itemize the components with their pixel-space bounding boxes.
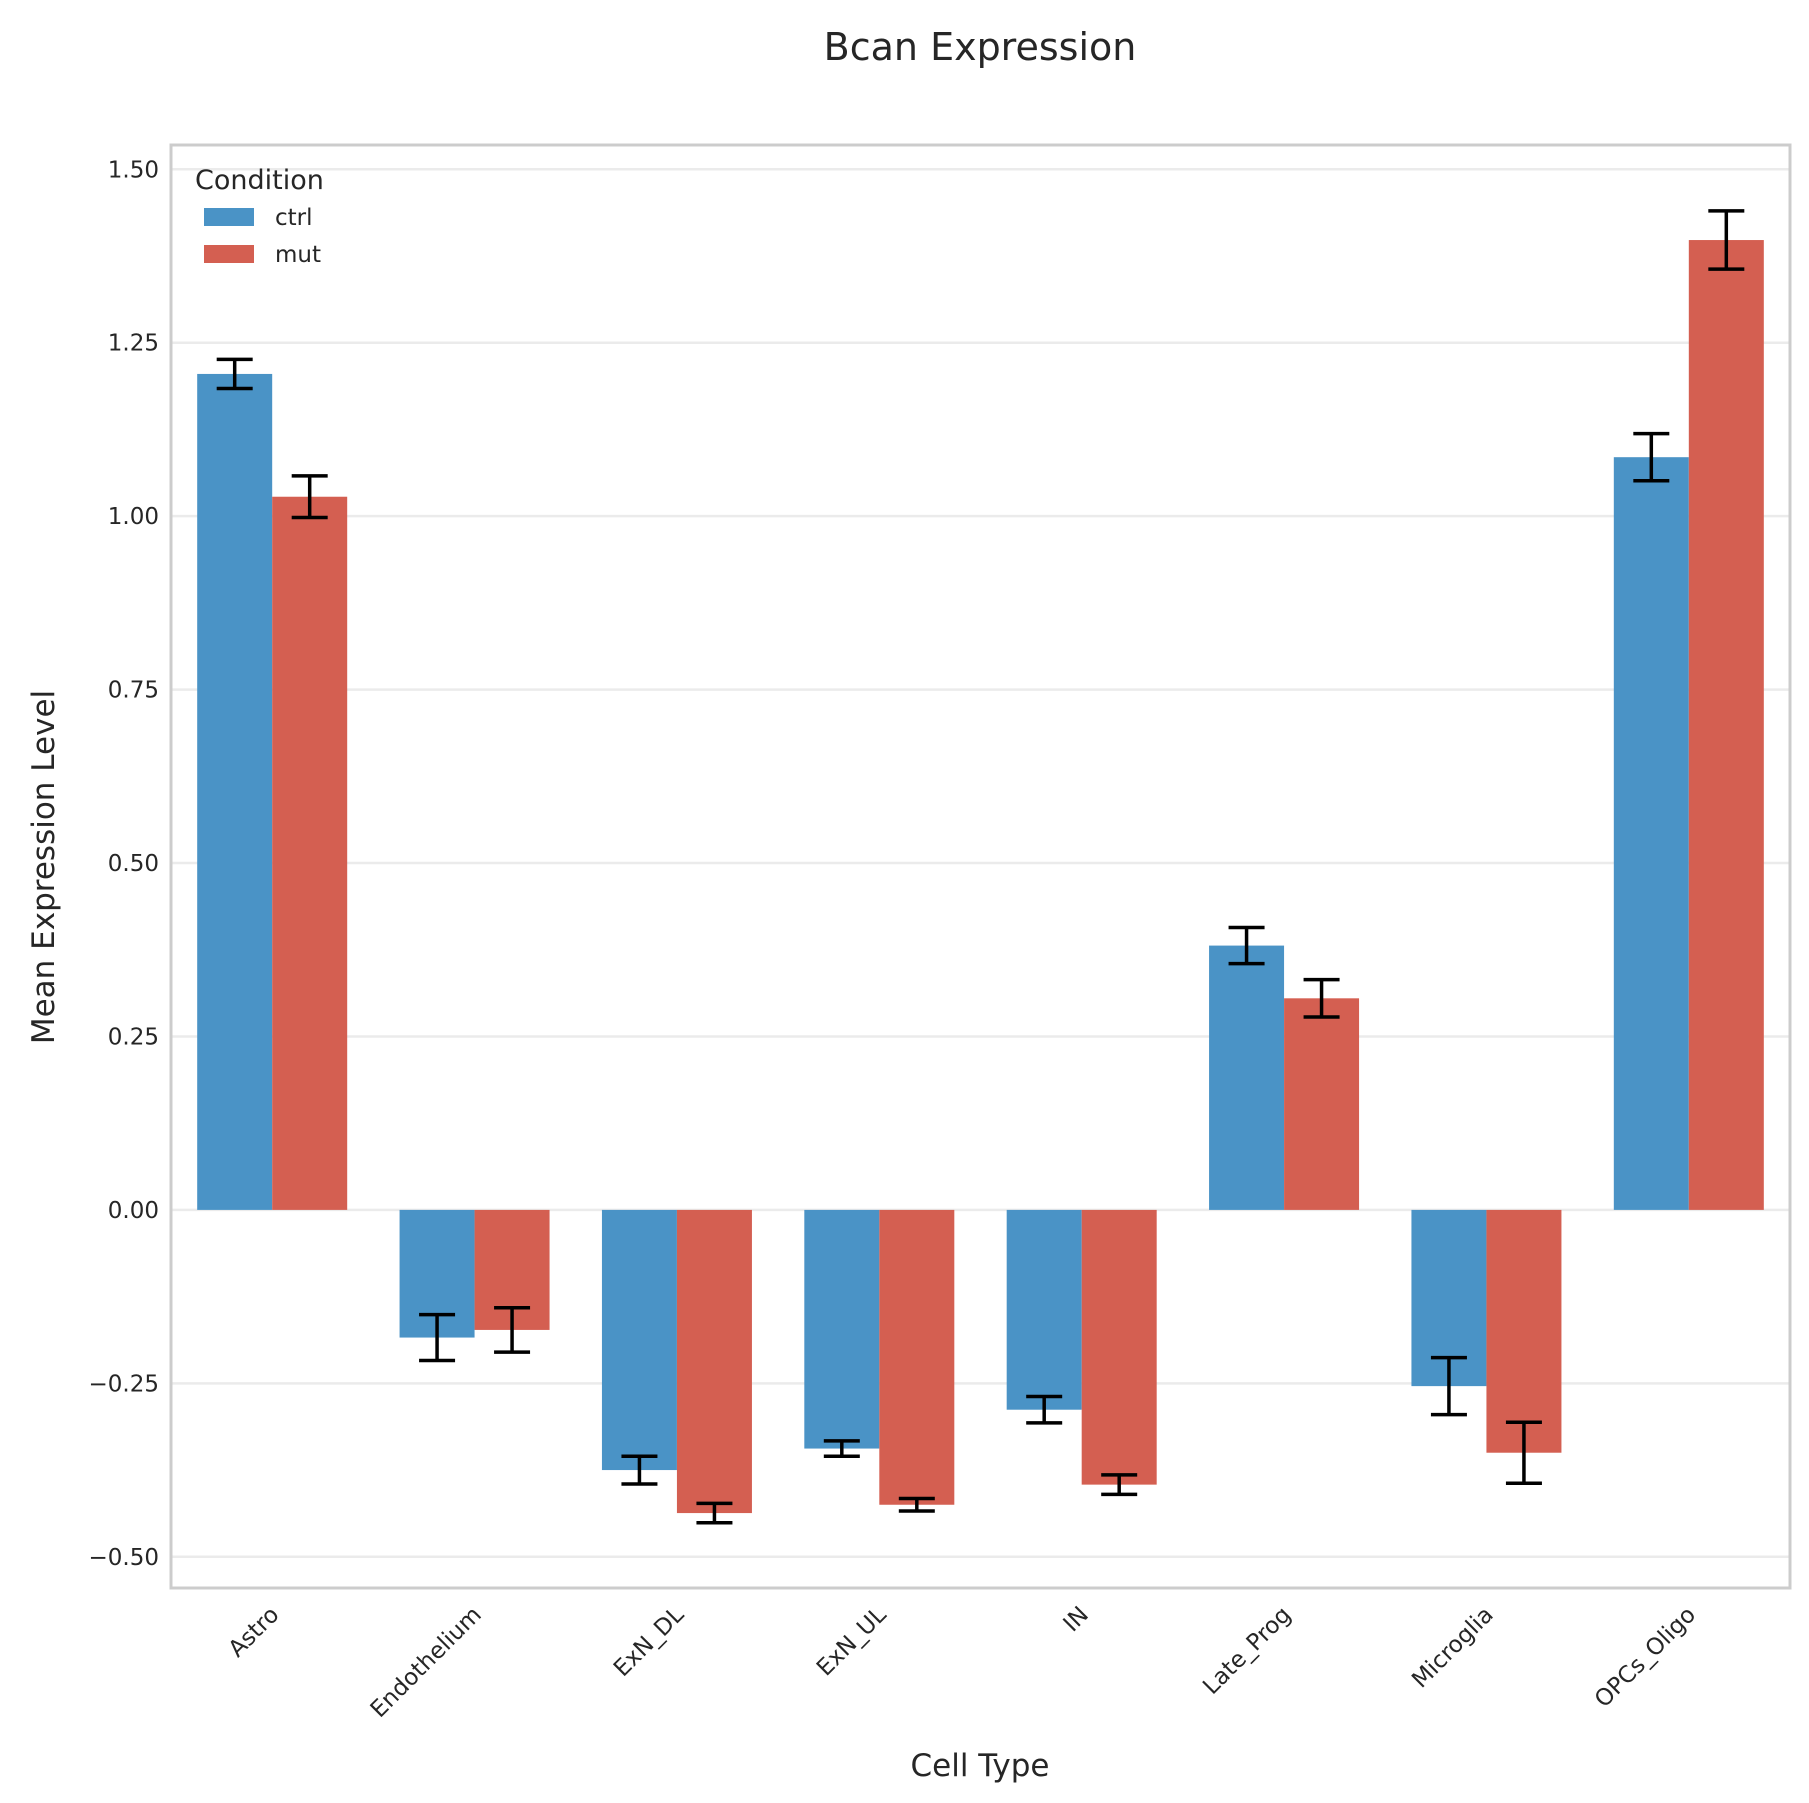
bar-ctrl-OPCs_Oligo	[1613, 457, 1689, 1210]
error-bar	[1101, 1473, 1138, 1497]
error-bar	[823, 1439, 860, 1458]
bar-mut-Astro	[272, 496, 348, 1210]
bar-ctrl-ExN_UL	[804, 1209, 880, 1449]
bar-mut-Late_Prog	[1284, 998, 1360, 1210]
y-tick-label: 1.50	[108, 157, 159, 183]
legend-label-mut: mut	[275, 242, 321, 268]
error-bar	[621, 1454, 658, 1486]
error-bars	[216, 209, 1745, 1525]
error-bar	[696, 1501, 733, 1525]
x-tick-label: ExN_DL	[609, 1602, 689, 1682]
error-bar	[1505, 1420, 1542, 1485]
y-tick-label: −0.25	[89, 1371, 159, 1397]
error-bar	[216, 357, 253, 391]
bar-ctrl-Astro	[197, 373, 273, 1210]
y-tick-label: 0.50	[108, 851, 159, 877]
plot-frame	[169, 143, 1792, 1590]
chart-title: Bcan Expression	[824, 25, 1137, 69]
error-bar	[1633, 431, 1670, 483]
error-bar	[291, 474, 328, 520]
bar-mut-IN	[1081, 1209, 1157, 1485]
error-bar	[1708, 209, 1745, 271]
error-bar	[494, 1305, 531, 1354]
x-tick-label: IN	[1059, 1602, 1094, 1637]
error-bar	[1026, 1394, 1063, 1425]
x-tick-label: Astro	[224, 1602, 285, 1663]
bar-mut-OPCs_Oligo	[1688, 240, 1764, 1210]
bar-ctrl-IN	[1006, 1209, 1082, 1410]
x-tick-label: OPCs_Oligo	[1590, 1602, 1701, 1713]
bar-ctrl-ExN_DL	[601, 1209, 677, 1471]
x-tick-label: Late_Prog	[1198, 1602, 1296, 1700]
x-tick-label: Endothelium	[366, 1602, 487, 1723]
legend-label-ctrl: ctrl	[275, 205, 313, 231]
error-bar	[1228, 925, 1265, 966]
bar-mut-Microglia	[1486, 1209, 1562, 1453]
legend: Condition ctrl mut	[195, 165, 324, 268]
y-tick-labels: −0.50 −0.25 0.00 0.25 0.50 0.75 1.00 1.25 1.50	[89, 157, 159, 1571]
error-bar	[898, 1496, 935, 1513]
legend-swatch-ctrl	[204, 208, 254, 226]
error-bar	[1430, 1355, 1467, 1417]
error-bar	[1303, 977, 1340, 1019]
error-bar	[419, 1312, 456, 1363]
x-tick-labels: Astro Endothelium ExN_DL ExN_UL IN Late_Prog M…	[224, 1602, 1701, 1723]
legend-items: ctrl mut	[204, 205, 321, 268]
y-tick-label: 1.00	[108, 504, 159, 530]
bars	[197, 240, 1764, 1514]
legend-title: Condition	[195, 165, 324, 196]
bar-mut-ExN_UL	[879, 1209, 955, 1505]
y-tick-label: 0.75	[108, 678, 159, 704]
x-tick-label: Microglia	[1407, 1602, 1498, 1693]
legend-swatch-mut	[204, 245, 254, 263]
bar-ctrl-Late_Prog	[1209, 945, 1285, 1210]
x-tick-label: ExN_UL	[812, 1602, 892, 1682]
y-tick-label: 0.00	[108, 1198, 159, 1224]
y-tick-label: −0.50	[89, 1545, 159, 1571]
y-tick-label: 0.25	[108, 1024, 159, 1050]
bar-mut-ExN_DL	[676, 1209, 752, 1514]
y-axis-label: Mean Expression Level	[26, 690, 62, 1044]
y-tick-label: 1.25	[108, 331, 159, 357]
x-axis-label: Cell Type	[910, 1748, 1049, 1784]
